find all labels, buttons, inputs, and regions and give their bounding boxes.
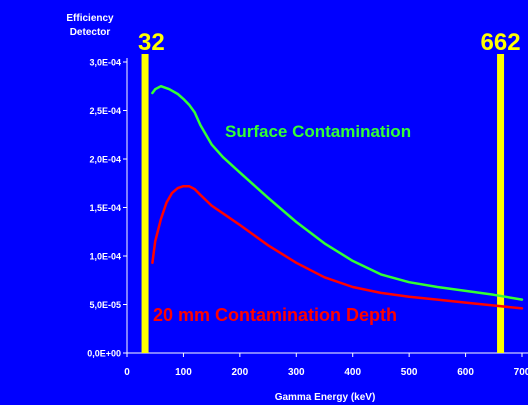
energy-marker-label: 662 bbox=[481, 29, 521, 56]
series-label: Surface Contamination bbox=[225, 122, 411, 141]
y-tick-label: 3,0E-04 bbox=[89, 58, 121, 68]
series-line bbox=[151, 184, 524, 310]
x-tick-label: 100 bbox=[175, 367, 192, 378]
y-tick-label: 2,0E-04 bbox=[89, 155, 121, 165]
x-tick-label: 600 bbox=[457, 367, 474, 378]
y-axis-label-line-1: Efficiency bbox=[66, 13, 114, 24]
x-tick-label: 200 bbox=[232, 367, 249, 378]
series-label: 20 mm Contamination Depth bbox=[153, 305, 397, 325]
energy-marker-label: 32 bbox=[138, 29, 165, 56]
x-tick-label: 700 bbox=[514, 367, 528, 378]
x-axis-label: Gamma Energy (keV) bbox=[275, 392, 376, 403]
x-tick-label: 0 bbox=[124, 367, 130, 378]
y-tick-label: 1,0E-04 bbox=[89, 252, 121, 262]
y-tick-label: 0,0E+00 bbox=[87, 349, 121, 359]
energy-marker-line bbox=[497, 54, 505, 353]
x-tick-label: 500 bbox=[401, 367, 418, 378]
series-line bbox=[151, 84, 524, 301]
x-tick-label: 400 bbox=[344, 367, 361, 378]
y-axis-label-line-2: Detector bbox=[70, 27, 111, 38]
y-tick-label: 2,5E-04 bbox=[89, 106, 121, 116]
x-tick-label: 300 bbox=[288, 367, 305, 378]
y-tick-label: 1,5E-04 bbox=[89, 203, 121, 213]
plot-area: 0,0E+00 5,0E-05 1,0E-04 1,5E-04 2,0E-04 2,5E-… bbox=[87, 29, 528, 378]
energy-marker-line bbox=[141, 54, 149, 353]
y-tick-label: 5,0E-05 bbox=[89, 300, 121, 310]
